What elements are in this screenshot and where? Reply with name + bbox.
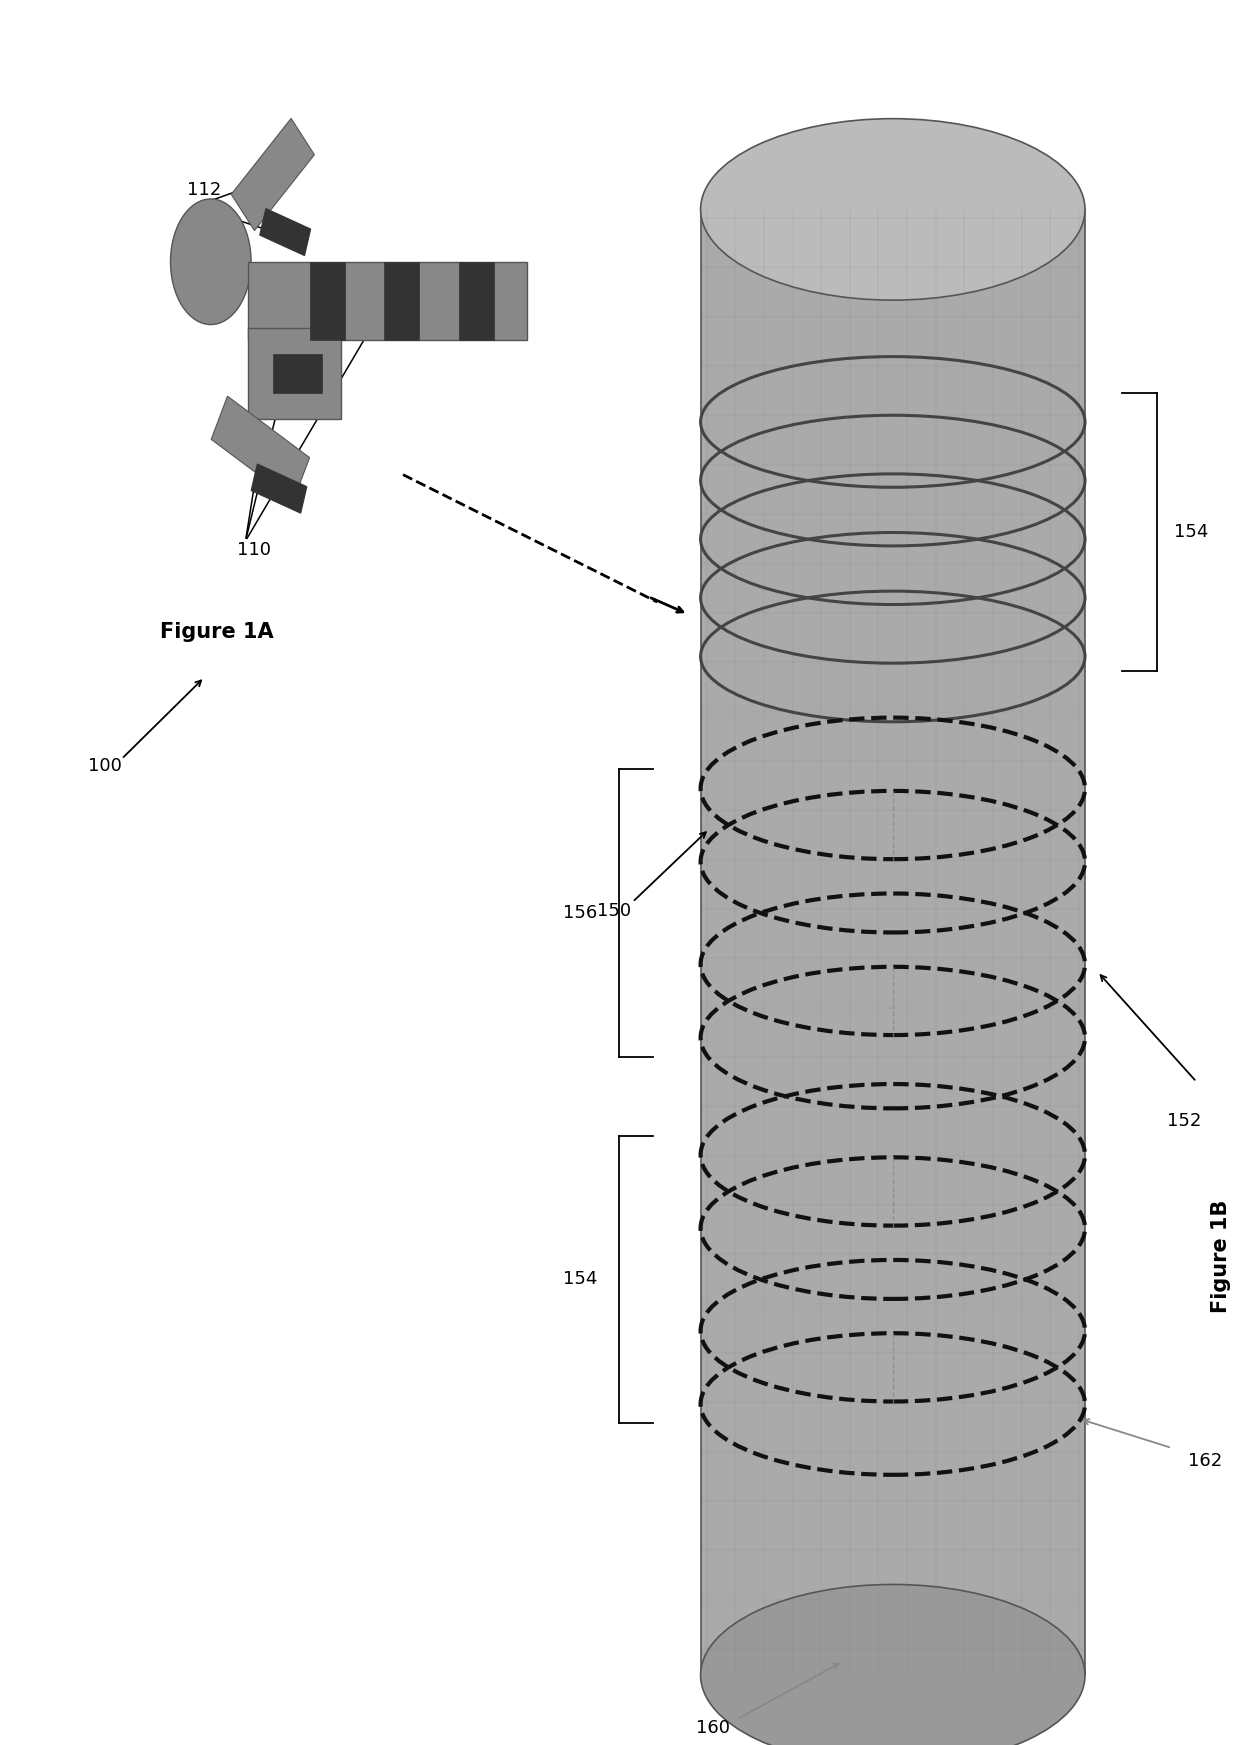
Polygon shape [252,464,306,513]
Text: 156: 156 [563,904,598,921]
Text: 112: 112 [187,181,222,199]
Text: 162: 162 [1188,1452,1223,1469]
Text: 154: 154 [563,1270,598,1288]
Polygon shape [211,396,310,501]
Bar [459,262,494,340]
Polygon shape [259,209,311,255]
Ellipse shape [170,199,250,325]
Text: Figure 1A: Figure 1A [160,621,274,642]
Bar [384,262,419,340]
Bar [273,354,322,393]
Bar [248,262,527,340]
Polygon shape [701,209,1085,1675]
Ellipse shape [701,119,1085,300]
Text: 110: 110 [237,541,272,558]
Text: 150: 150 [596,902,631,920]
Ellipse shape [701,1584,1085,1745]
Text: 154: 154 [1174,524,1209,541]
Text: 160: 160 [696,1719,730,1736]
Text: 152: 152 [1167,1112,1202,1129]
Text: Figure 1B: Figure 1B [1211,1201,1231,1312]
Text: 100: 100 [88,757,123,775]
Bar [310,262,345,340]
Polygon shape [231,119,315,230]
Bar [248,328,341,419]
